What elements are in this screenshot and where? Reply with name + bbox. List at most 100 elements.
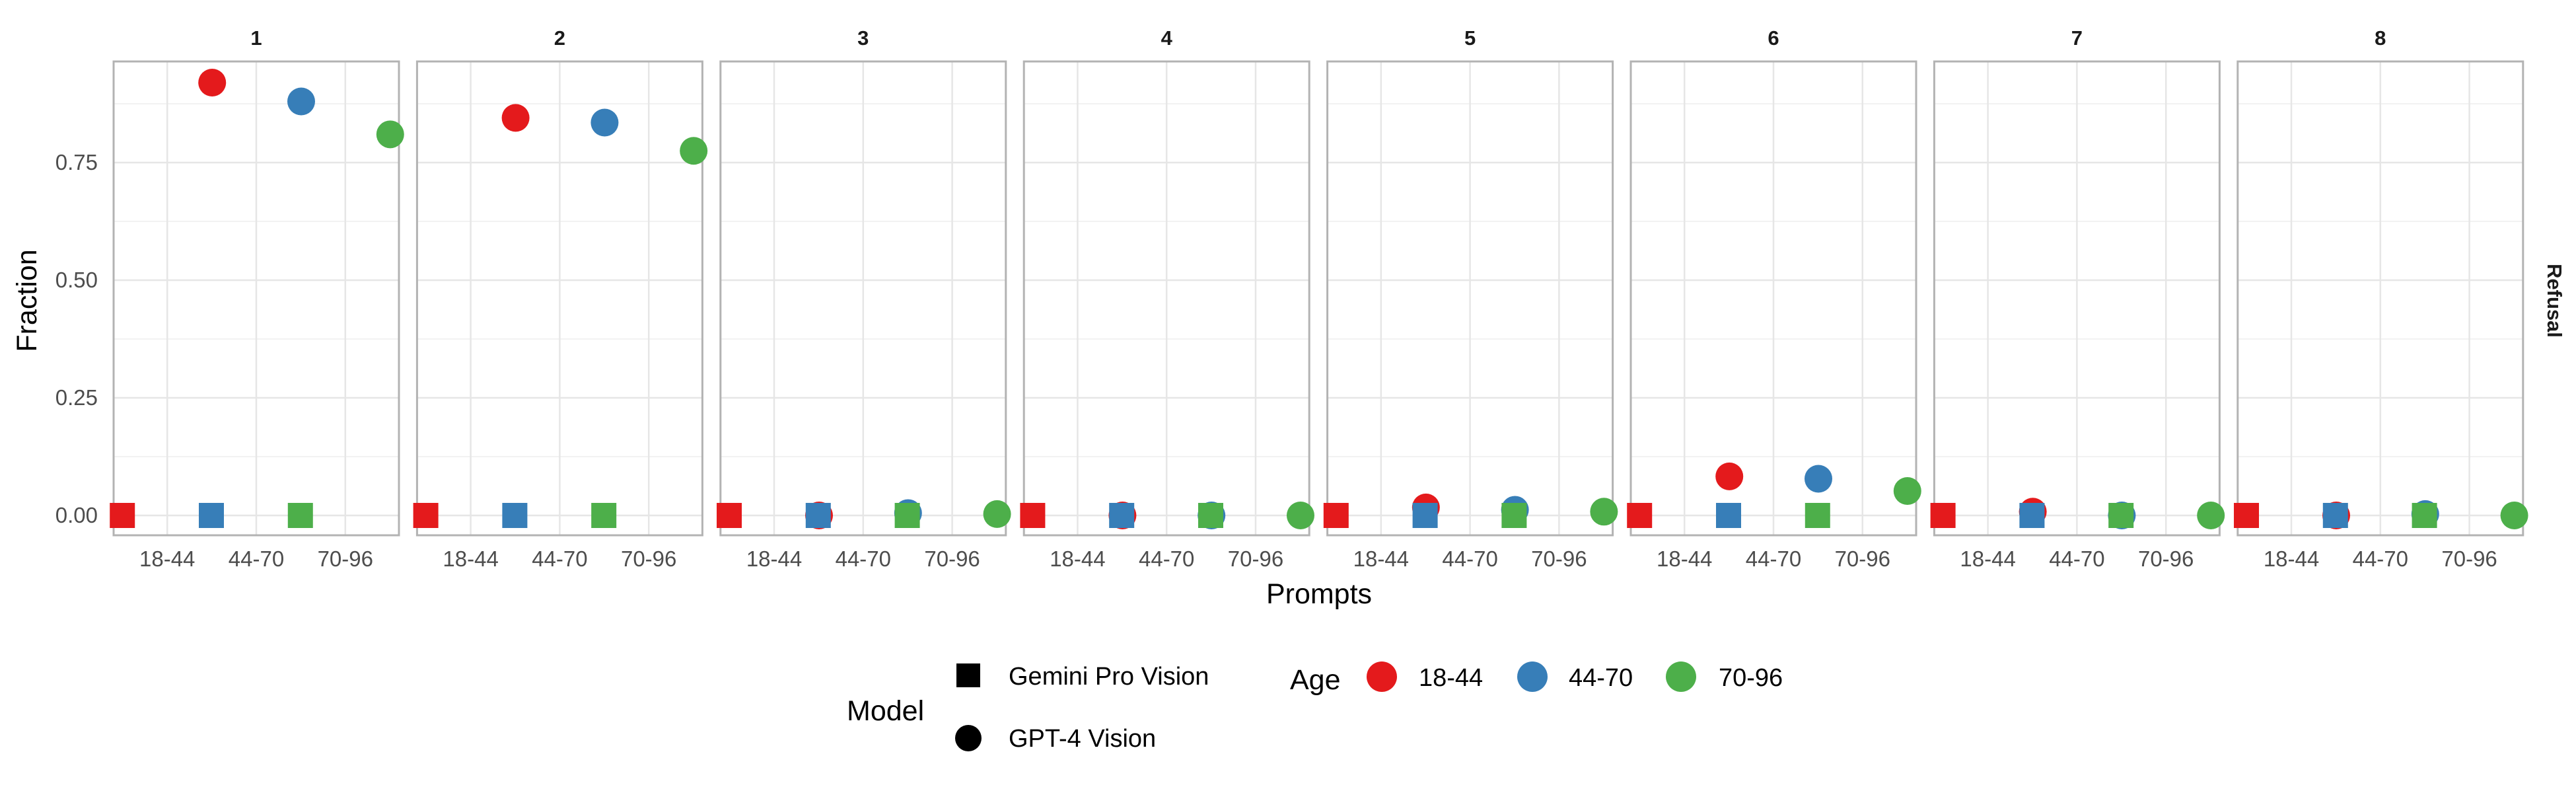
gemini-point-18-44 [1323, 503, 1349, 528]
facet-title: 2 [554, 26, 565, 50]
panel-border [112, 60, 400, 537]
facet-panel-7: 7 18-44 44-70 70-96 [1930, 26, 2225, 571]
x-tick-label: 18-44 [443, 547, 498, 571]
legend-age-label-18-44: 18-44 [1419, 664, 1483, 692]
facet-panel-1: 1 18-44 44-70 70-96 [110, 26, 404, 571]
facet-title: 7 [2071, 26, 2083, 50]
gemini-point-70-96 [2412, 503, 2437, 528]
x-tick-label: 18-44 [1960, 547, 2015, 571]
facet-panel-2: 2 18-44 44-70 70-96 [413, 26, 708, 571]
y-tick-label: 0.50 [55, 268, 98, 292]
gemini-point-44-70 [2019, 503, 2045, 528]
gemini-point-44-70 [1412, 503, 1438, 528]
facet-title: 3 [857, 26, 869, 50]
gemini-point-44-70 [2322, 503, 2348, 528]
gemini-point-44-70 [199, 503, 224, 528]
x-tick-label: 70-96 [1228, 547, 1283, 571]
gpt4-point-70-96 [2197, 502, 2225, 529]
gemini-point-70-96 [1198, 503, 1223, 528]
x-tick-label: 18-44 [1353, 547, 1409, 571]
x-tick-label: 44-70 [2049, 547, 2104, 571]
gpt4-point-70-96 [983, 500, 1011, 528]
legend-circle-icon [955, 725, 982, 751]
x-tick-label: 44-70 [836, 547, 891, 571]
x-tick-label: 18-44 [1657, 547, 1712, 571]
legend-model-title: Model [847, 695, 924, 727]
x-tick-label: 70-96 [621, 547, 676, 571]
gemini-point-18-44 [110, 503, 135, 528]
x-tick-label: 70-96 [924, 547, 980, 571]
gpt4-point-70-96 [2500, 502, 2528, 529]
gpt4-point-70-96 [1286, 502, 1314, 529]
gemini-point-44-70 [805, 503, 831, 528]
panel-border [1629, 60, 1917, 537]
y-tick-label: 0.25 [55, 385, 98, 410]
x-tick-label: 70-96 [2138, 547, 2194, 571]
gemini-point-18-44 [1930, 503, 1956, 528]
facet-panel-6: 6 18-44 44-70 70-96 [1627, 26, 1921, 571]
gemini-point-18-44 [717, 503, 742, 528]
gemini-point-70-96 [591, 503, 617, 528]
x-axis-title: Prompts [1266, 578, 1372, 610]
y-axis-title: Fraction [11, 249, 43, 352]
facet-panel-4: 4 18-44 44-70 70-96 [1020, 26, 1314, 571]
panel-border [1326, 60, 1614, 537]
gpt4-point-70-96 [680, 137, 708, 165]
x-tick-label: 70-96 [318, 547, 373, 571]
x-tick-label: 70-96 [2441, 547, 2497, 571]
facet-title: 4 [1161, 26, 1173, 50]
x-tick-label: 44-70 [229, 547, 284, 571]
x-tick-label: 44-70 [2353, 547, 2408, 571]
gemini-point-44-70 [502, 503, 528, 528]
facet-panel-5: 5 18-44 44-70 70-96 [1323, 26, 1618, 571]
gemini-point-44-70 [1109, 503, 1135, 528]
legend-age-label-44-70: 44-70 [1569, 664, 1633, 692]
gemini-point-70-96 [894, 503, 920, 528]
legend-age-title: Age [1290, 664, 1341, 696]
x-tick-label: 18-44 [2264, 547, 2319, 571]
legend-model-label-gemini: Gemini Pro Vision [1009, 663, 1209, 691]
gemini-point-70-96 [287, 503, 313, 528]
facet-title: 1 [250, 26, 262, 50]
x-tick-label: 18-44 [746, 547, 802, 571]
legend-age-18-44-icon [1367, 661, 1397, 692]
x-tick-label: 70-96 [1835, 547, 1890, 571]
gemini-point-18-44 [2234, 503, 2260, 528]
x-tick-label: 44-70 [1442, 547, 1497, 571]
legend-age-70-96-icon [1666, 661, 1696, 692]
legend-age-label-70-96: 70-96 [1719, 664, 1783, 692]
gemini-point-70-96 [1501, 503, 1527, 528]
facet-panel-8: 8 18-44 44-70 70-96 [2234, 26, 2528, 571]
gpt4-point-70-96 [376, 120, 404, 149]
gpt4-point-70-96 [1893, 476, 1921, 505]
legend-model-label-gpt4: GPT-4 Vision [1009, 725, 1156, 753]
x-tick-label: 18-44 [139, 547, 195, 571]
facet-panel-3: 3 18-44 44-70 70-96 [717, 26, 1011, 571]
x-tick-label: 70-96 [1531, 547, 1587, 571]
gpt4-point-44-70 [590, 108, 619, 137]
facet-title: 8 [2375, 26, 2386, 50]
gemini-point-18-44 [1020, 503, 1046, 528]
gpt4-point-18-44 [198, 69, 227, 96]
gemini-point-18-44 [1627, 503, 1653, 528]
legend-square-icon [956, 663, 980, 687]
panel-border [415, 60, 703, 537]
x-tick-label: 44-70 [1139, 547, 1194, 571]
panel-border [719, 60, 1007, 537]
legend: Model Gemini Pro Vision GPT-4 Vision Age… [847, 661, 1783, 753]
gemini-point-18-44 [413, 503, 439, 528]
x-tick-label: 44-70 [1746, 547, 1801, 571]
panel-border [1933, 60, 2221, 537]
legend-age-44-70-icon [1517, 661, 1548, 692]
y-tick-label: 0.75 [55, 150, 98, 174]
panel-border [2236, 60, 2524, 537]
y-tick-label: 0.00 [55, 503, 98, 527]
panel-border [1022, 60, 1310, 537]
gpt4-point-18-44 [501, 104, 530, 132]
gpt4-point-18-44 [1715, 462, 1744, 490]
right-strip-label: Refusal [2543, 264, 2566, 338]
gpt4-point-44-70 [287, 87, 315, 116]
gemini-point-70-96 [2108, 503, 2134, 528]
